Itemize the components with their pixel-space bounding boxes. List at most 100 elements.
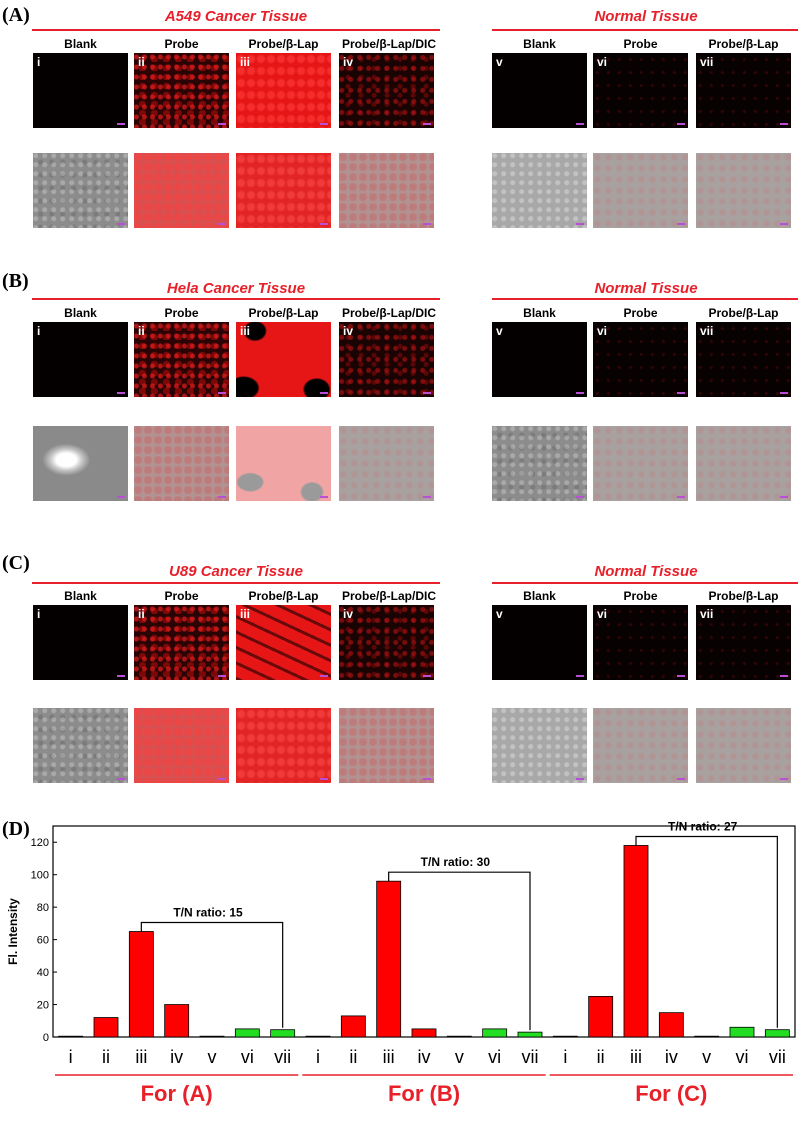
scale-bar xyxy=(677,675,685,677)
panel-a-normal-title: Normal Tissue xyxy=(594,8,698,25)
ratio-label: T/N ratio: 30 xyxy=(421,855,491,869)
scale-bar xyxy=(218,675,226,677)
panel-a-col-label: Probe xyxy=(164,37,199,51)
scale-bar xyxy=(117,392,125,394)
merged-image xyxy=(339,708,434,783)
bar xyxy=(446,1035,472,1038)
image-number: vi xyxy=(597,324,608,338)
fluorescence-image: i xyxy=(33,53,128,128)
panel-a-col-label: Blank xyxy=(64,37,97,51)
panel-a-col-label: Probe/β-Lap xyxy=(248,37,319,51)
panel-b-col-label: Probe/β-Lap xyxy=(248,306,319,320)
bar xyxy=(340,1015,366,1038)
panel-c-cancer-title: U89 Cancer Tissue xyxy=(169,563,303,580)
image-number: ii xyxy=(138,324,145,338)
y-tick-label: 40 xyxy=(37,967,49,979)
image-number: vi xyxy=(597,607,608,621)
image-number: i xyxy=(37,55,41,69)
merged-image xyxy=(593,426,688,501)
fluorescence-image: iii xyxy=(236,322,331,397)
x-tick-label: ii xyxy=(597,1047,605,1067)
fluorescence-image: vii xyxy=(696,322,791,397)
image-number: iii xyxy=(240,55,251,69)
fluorescence-image: ii xyxy=(134,605,229,680)
x-tick-label: iv xyxy=(418,1047,431,1067)
x-tick-label: vii xyxy=(274,1047,291,1067)
bar xyxy=(58,1035,84,1038)
fluorescence-image: iv xyxy=(339,322,434,397)
fluorescence-image: iv xyxy=(339,53,434,128)
x-tick-label: ii xyxy=(349,1047,357,1067)
brightfield-image xyxy=(33,426,128,501)
image-number: vii xyxy=(700,324,714,338)
panel-a-col-label: Blank xyxy=(523,37,556,51)
bar xyxy=(305,1035,331,1038)
x-tick-label: iv xyxy=(170,1047,183,1067)
bar xyxy=(764,1029,790,1038)
panel-a-cancer-title: A549 Cancer Tissue xyxy=(164,8,308,25)
scale-bar xyxy=(423,496,431,498)
scale-bar xyxy=(423,778,431,780)
scale-bar xyxy=(576,778,584,780)
panel-b-col-label: Blank xyxy=(64,306,97,320)
image-number: iv xyxy=(343,324,354,338)
scale-bar xyxy=(780,123,788,125)
fluorescence-image: vi xyxy=(593,53,688,128)
image-number: iv xyxy=(343,55,354,69)
panel-c-normal-underline xyxy=(492,582,798,584)
scale-bar xyxy=(320,675,328,677)
image-number: ii xyxy=(138,55,145,69)
x-tick-label: vi xyxy=(488,1047,501,1067)
scale-bar xyxy=(423,223,431,225)
x-tick-label: iii xyxy=(383,1047,395,1067)
scale-bar xyxy=(117,675,125,677)
scale-bar xyxy=(218,496,226,498)
fluorescence-image: i xyxy=(33,605,128,680)
panel-label-a: (A) xyxy=(2,4,30,26)
ratio-label: T/N ratio: 27 xyxy=(668,821,738,833)
scale-bar xyxy=(320,496,328,498)
image-number: v xyxy=(496,324,503,338)
image-number: iv xyxy=(343,607,354,621)
y-tick-label: 60 xyxy=(37,935,49,947)
panel-c-col-label: Probe/β-Lap/DIC xyxy=(342,589,436,603)
scale-bar xyxy=(218,392,226,394)
panel-label-c: (C) xyxy=(2,552,30,574)
x-tick-label: i xyxy=(563,1047,567,1067)
panel-a-col-label: Probe xyxy=(623,37,658,51)
bar xyxy=(234,1028,260,1038)
group-label: For (B) xyxy=(388,1081,460,1106)
x-tick-label: vi xyxy=(241,1047,254,1067)
scale-bar xyxy=(780,392,788,394)
bar xyxy=(694,1035,720,1038)
panel-b-cancer-underline xyxy=(32,298,440,300)
image-number: v xyxy=(496,55,503,69)
ratio-bracket xyxy=(388,871,531,1031)
panel-label-b: (B) xyxy=(2,270,29,292)
scale-bar xyxy=(780,496,788,498)
scale-bar xyxy=(576,496,584,498)
scale-bar xyxy=(677,778,685,780)
brightfield-image xyxy=(492,708,587,783)
bar xyxy=(729,1026,755,1038)
bar xyxy=(411,1028,437,1038)
bar xyxy=(623,845,649,1038)
scale-bar xyxy=(576,223,584,225)
scale-bar xyxy=(576,675,584,677)
scale-bar xyxy=(780,778,788,780)
scale-bar xyxy=(423,675,431,677)
panel-b-col-label: Probe/β-Lap/DIC xyxy=(342,306,436,320)
scale-bar xyxy=(677,496,685,498)
x-tick-label: v xyxy=(702,1047,711,1067)
panel-c-col-label: Blank xyxy=(523,589,556,603)
ratio-bracket xyxy=(140,921,284,1028)
image-number: i xyxy=(37,607,41,621)
scale-bar xyxy=(218,778,226,780)
scale-bar xyxy=(780,223,788,225)
bar xyxy=(517,1031,543,1038)
scale-bar xyxy=(117,778,125,780)
scale-bar xyxy=(320,392,328,394)
x-tick-label: vii xyxy=(522,1047,539,1067)
x-tick-label: ii xyxy=(102,1047,110,1067)
brightfield-image xyxy=(33,153,128,228)
